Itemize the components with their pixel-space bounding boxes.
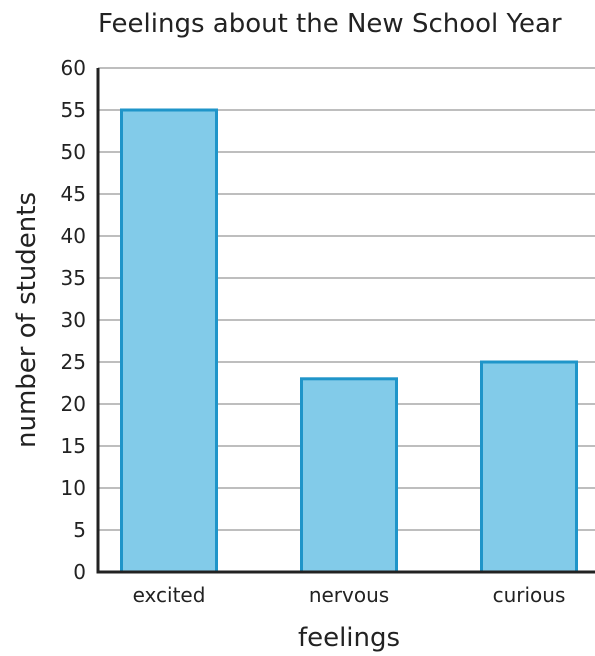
x-category-label-nervous: nervous (309, 583, 389, 607)
bar-excited (120, 108, 218, 574)
x-axis-title: feelings (298, 623, 400, 653)
y-tick-label: 45 (61, 182, 86, 206)
x-category-label-curious: curious (493, 583, 566, 607)
bars (120, 108, 578, 574)
y-tick-label: 5 (73, 518, 86, 542)
y-tick-labels: 0 5 10 15 20 25 30 35 40 45 50 55 60 (61, 56, 86, 584)
x-category-label-excited: excited (133, 583, 206, 607)
bar-curious (480, 360, 578, 574)
y-tick-label: 25 (61, 350, 86, 374)
y-tick-label: 35 (61, 266, 86, 290)
axes (96, 68, 595, 574)
y-tick-label: 60 (61, 56, 86, 80)
y-tick-label: 55 (61, 98, 86, 122)
y-tick-label: 0 (73, 560, 86, 584)
y-tick-label: 10 (61, 476, 86, 500)
x-category-labels: excited nervous curious (133, 583, 566, 607)
bar-nervous (300, 377, 398, 574)
y-tick-label: 15 (61, 434, 86, 458)
y-tick-label: 20 (61, 392, 86, 416)
y-tick-label: 30 (61, 308, 86, 332)
chart-title: Feelings about the New School Year (98, 9, 562, 39)
y-tick-label: 40 (61, 224, 86, 248)
y-tick-label: 50 (61, 140, 86, 164)
y-axis-title: number of students (12, 192, 42, 448)
